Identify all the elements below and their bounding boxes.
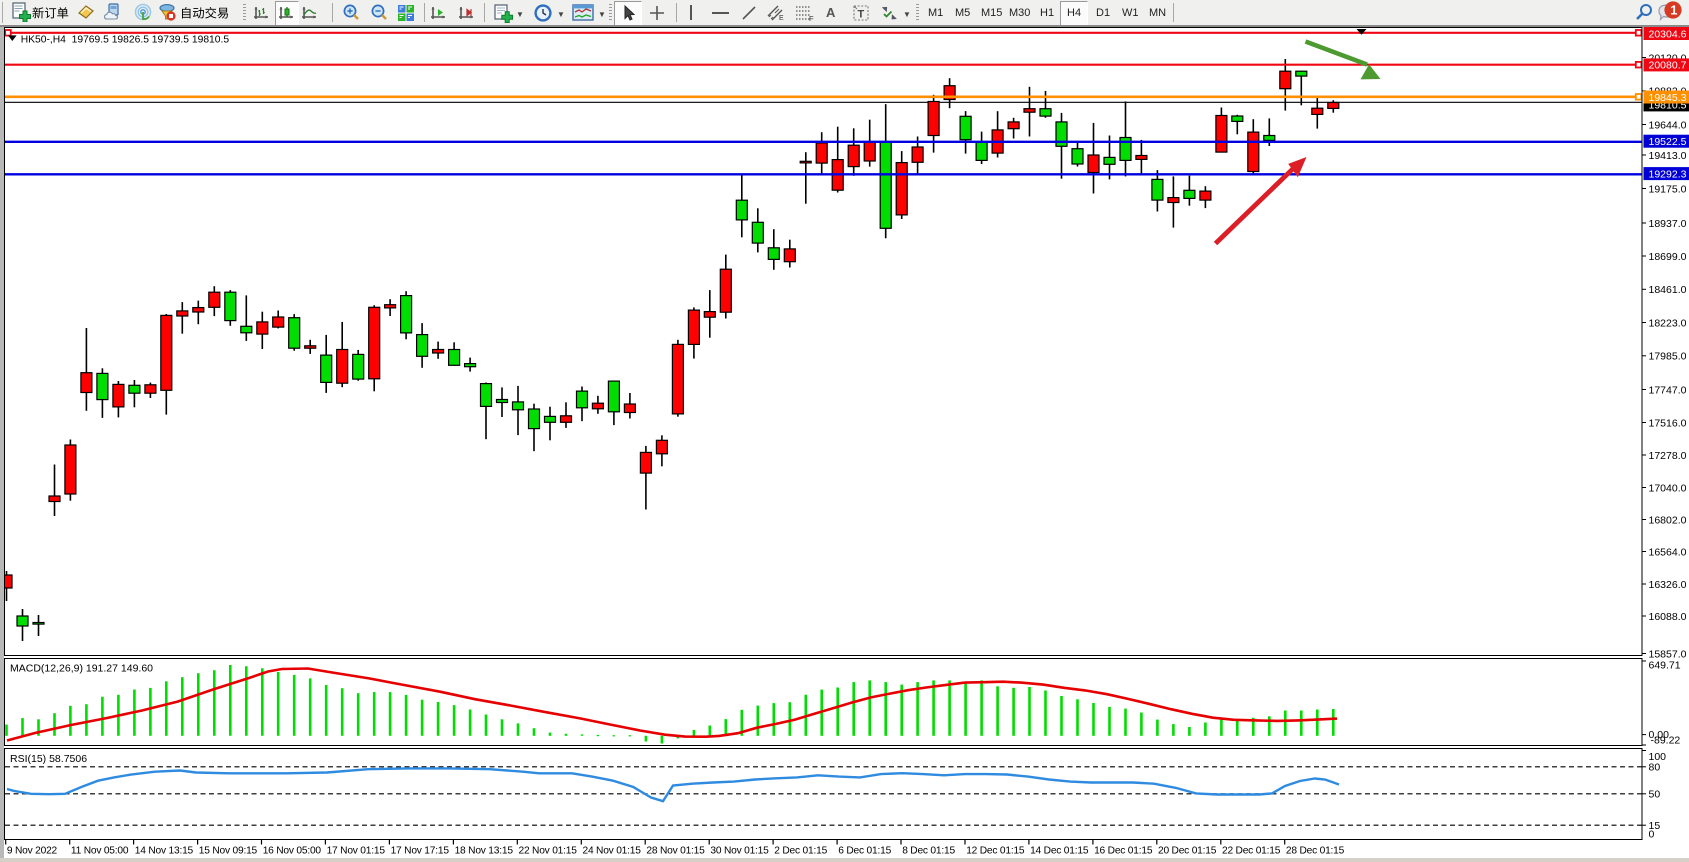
- svg-text:15857.0: 15857.0: [1649, 648, 1687, 660]
- svg-text:19413.0: 19413.0: [1649, 150, 1687, 162]
- svg-text:22 Nov 01:15: 22 Nov 01:15: [519, 846, 578, 857]
- svg-text:28 Nov 01:15: 28 Nov 01:15: [646, 846, 705, 857]
- svg-text:28 Dec 01:15: 28 Dec 01:15: [1286, 846, 1345, 857]
- svg-text:17985.0: 17985.0: [1649, 351, 1687, 363]
- svg-text:16 Nov 05:00: 16 Nov 05:00: [263, 846, 322, 857]
- svg-text:14 Nov 13:15: 14 Nov 13:15: [135, 846, 194, 857]
- svg-text:19175.0: 19175.0: [1649, 183, 1687, 195]
- svg-text:100: 100: [1649, 751, 1667, 763]
- svg-text:T: T: [858, 9, 865, 21]
- svg-text:9 Nov 2022: 9 Nov 2022: [7, 846, 58, 857]
- svg-text:649.71: 649.71: [1649, 660, 1681, 672]
- svg-text:E: E: [779, 15, 784, 22]
- svg-text:MACD(12,26,9) 191.27 149.60: MACD(12,26,9) 191.27 149.60: [10, 663, 153, 675]
- svg-text:15: 15: [1649, 820, 1661, 832]
- svg-text:RSI(15) 58.7506: RSI(15) 58.7506: [10, 753, 87, 765]
- svg-text:2 Dec 01:15: 2 Dec 01:15: [774, 846, 827, 857]
- svg-text:30 Nov 01:15: 30 Nov 01:15: [710, 846, 769, 857]
- svg-text:19522.5: 19522.5: [1649, 136, 1687, 148]
- svg-text:80: 80: [1649, 762, 1661, 774]
- svg-text:18223.0: 18223.0: [1649, 317, 1687, 329]
- svg-text:HK50-,H4 19769.5 19826.5 1973: HK50-,H4 19769.5 19826.5 19739.5 19810.5: [21, 35, 230, 46]
- svg-text:12 Dec 01:15: 12 Dec 01:15: [966, 846, 1025, 857]
- svg-text:6 Dec 01:15: 6 Dec 01:15: [838, 846, 891, 857]
- svg-text:0.00: 0.00: [1649, 729, 1670, 741]
- svg-text:F: F: [809, 14, 814, 22]
- svg-text:17 Nov 01:15: 17 Nov 01:15: [327, 846, 386, 857]
- svg-text:20 Dec 01:15: 20 Dec 01:15: [1158, 846, 1217, 857]
- svg-text:17278.0: 17278.0: [1649, 450, 1687, 462]
- svg-text:20080.7: 20080.7: [1649, 60, 1687, 72]
- svg-text:16326.0: 16326.0: [1649, 579, 1687, 591]
- svg-text:17747.0: 17747.0: [1649, 384, 1687, 396]
- svg-text:16802.0: 16802.0: [1649, 514, 1687, 526]
- svg-text:14 Dec 01:15: 14 Dec 01:15: [1030, 846, 1089, 857]
- svg-text:11 Nov 05:00: 11 Nov 05:00: [71, 846, 129, 857]
- svg-text:50: 50: [1649, 789, 1661, 801]
- svg-text:17 Nov 17:15: 17 Nov 17:15: [391, 846, 450, 857]
- svg-text:8 Dec 01:15: 8 Dec 01:15: [902, 846, 955, 857]
- svg-text:1: 1: [1670, 3, 1677, 18]
- svg-text:18937.0: 18937.0: [1649, 218, 1687, 230]
- svg-text:18699.0: 18699.0: [1649, 251, 1687, 263]
- svg-text:19644.0: 19644.0: [1649, 119, 1687, 131]
- svg-text:17516.0: 17516.0: [1649, 417, 1687, 429]
- svg-text:19292.3: 19292.3: [1649, 168, 1687, 180]
- svg-text:24 Nov 01:15: 24 Nov 01:15: [583, 846, 642, 857]
- svg-text:22 Dec 01:15: 22 Dec 01:15: [1222, 846, 1281, 857]
- svg-text:16088.0: 16088.0: [1649, 611, 1687, 623]
- svg-text:20304.6: 20304.6: [1649, 28, 1687, 40]
- svg-text:16 Dec 01:15: 16 Dec 01:15: [1094, 846, 1153, 857]
- svg-text:19845.3: 19845.3: [1649, 92, 1687, 104]
- svg-text:17040.0: 17040.0: [1649, 482, 1687, 494]
- svg-text:-89.22: -89.22: [1651, 734, 1681, 746]
- svg-text:15 Nov 09:15: 15 Nov 09:15: [199, 846, 258, 857]
- svg-text:18461.0: 18461.0: [1649, 284, 1687, 296]
- svg-text:18 Nov 13:15: 18 Nov 13:15: [455, 846, 514, 857]
- svg-text:0: 0: [1649, 828, 1655, 840]
- svg-text:16564.0: 16564.0: [1649, 546, 1687, 558]
